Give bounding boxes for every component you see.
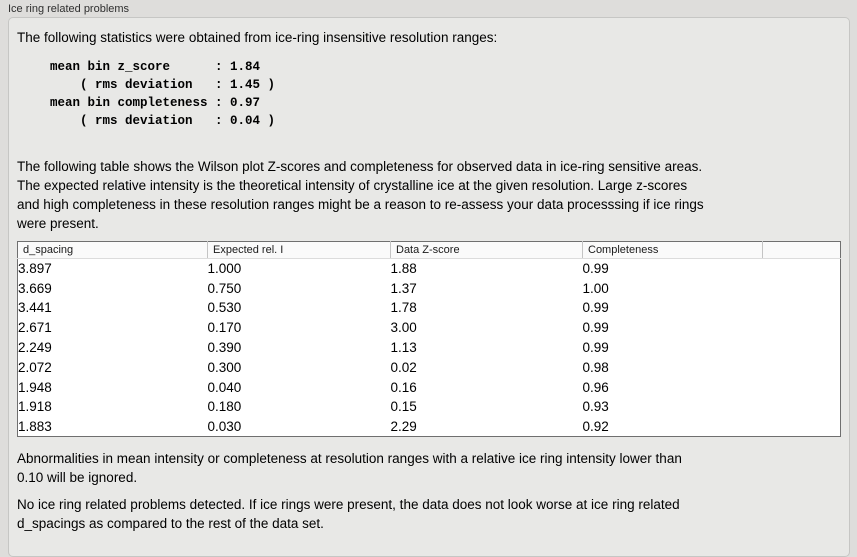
column-header-expected-rel-i[interactable]: Expected rel. I (207, 241, 391, 259)
table-header: d_spacing Expected rel. I Data Z-score C… (17, 241, 841, 259)
table-cell: 0.750 (207, 280, 242, 296)
table-cell: 3.00 (390, 320, 417, 336)
table-cell-filler (763, 298, 841, 318)
group-box-title: Ice ring related problems (8, 3, 130, 15)
table-row[interactable]: 2.249 0.390 1.13 0.99 (18, 338, 841, 358)
table-cell-filler (763, 397, 841, 417)
ice-ring-table[interactable]: d_spacing Expected rel. I Data Z-score C… (17, 241, 841, 438)
table-cell: 0.15 (390, 399, 417, 415)
table-cell: 1.000 (207, 261, 242, 277)
column-header-empty (762, 241, 841, 259)
table-cell: 0.96 (582, 379, 609, 395)
table-cell-filler (763, 417, 841, 437)
table-cell: 2.671 (18, 320, 52, 336)
table-cell-filler (763, 357, 841, 377)
table-row[interactable]: 3.441 0.530 1.78 0.99 (18, 298, 841, 318)
table-cell: 1.37 (390, 280, 417, 296)
ice-ring-panel-window: { "window": { "title": "Ice ring related… (8, 3, 850, 557)
table-cell: 0.16 (390, 379, 417, 395)
table-cell-filler (763, 338, 841, 358)
table-cell: 0.030 (207, 419, 242, 435)
table-cell: 0.99 (582, 320, 609, 336)
table-cell: 0.93 (582, 399, 609, 415)
table-cell: 2.249 (18, 340, 52, 356)
table-cell: 3.669 (18, 280, 52, 296)
table-cell: 0.99 (582, 261, 609, 277)
table-row[interactable]: 3.897 1.000 1.88 0.99 (18, 259, 841, 279)
table-caption-text: The following table shows the Wilson plo… (17, 159, 704, 231)
table-row[interactable]: 1.883 0.030 2.29 0.92 (18, 417, 841, 437)
table-cell: 2.072 (18, 359, 52, 375)
table-cell: 0.99 (582, 300, 609, 316)
table-row[interactable]: 2.072 0.300 0.02 0.98 (18, 357, 841, 377)
table-row[interactable]: 3.669 0.750 1.37 1.00 (18, 278, 841, 298)
table-cell: 0.02 (390, 359, 417, 375)
column-header-data-z-score[interactable]: Data Z-score (390, 241, 583, 259)
table-cell: 1.00 (582, 280, 609, 296)
table-cell-filler (763, 278, 841, 298)
column-header-completeness[interactable]: Completeness (582, 241, 763, 259)
table-row[interactable]: 1.918 0.180 0.15 0.93 (18, 397, 841, 417)
table-cell: 1.13 (390, 340, 417, 356)
table-cell: 0.99 (582, 340, 609, 356)
table-cell: 1.918 (18, 399, 52, 415)
table-cell-filler (763, 259, 841, 279)
table-cell: 0.180 (207, 399, 242, 415)
conclusion-text: No ice ring related problems detected. I… (17, 497, 680, 532)
table-cell: 0.170 (207, 320, 242, 336)
ice-ring-group-box: The following statistics were obtained f… (8, 17, 850, 557)
table-cell: 0.530 (207, 300, 242, 316)
ignore-note-text: Abnormalities in mean intensity or compl… (17, 451, 682, 486)
table-cell: 2.29 (390, 419, 417, 435)
table-cell: 3.441 (18, 300, 52, 316)
stats-summary-block: mean bin z_score : 1.84 ( rms deviation … (50, 60, 276, 128)
table-cell: 1.883 (18, 419, 52, 435)
table-cell: 1.88 (390, 261, 417, 277)
table-cell: 1.948 (18, 379, 52, 395)
table-cell: 0.300 (207, 359, 242, 375)
table-cell: 1.78 (390, 300, 417, 316)
table-cell: 0.390 (207, 340, 242, 356)
stats-intro-text: The following statistics were obtained f… (17, 30, 498, 45)
table-row[interactable]: 2.671 0.170 3.00 0.99 (18, 318, 841, 338)
table-cell: 0.98 (582, 359, 609, 375)
table-row[interactable]: 1.948 0.040 0.16 0.96 (18, 377, 841, 397)
table-cell: 0.92 (582, 419, 609, 435)
table-cell: 3.897 (18, 261, 52, 277)
ice-ring-table-body: 3.897 1.000 1.88 0.99 3.669 0.750 1.37 1.00 3.44… (18, 259, 841, 437)
table-cell: 0.040 (207, 379, 242, 395)
table-cell-filler (763, 318, 841, 338)
column-header-d-spacing[interactable]: d_spacing (17, 241, 208, 259)
table-cell-filler (763, 377, 841, 397)
